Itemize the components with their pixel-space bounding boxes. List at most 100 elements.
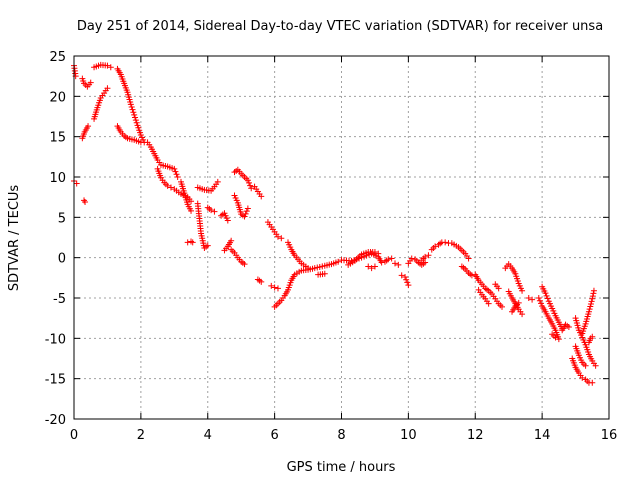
data-point [442, 239, 449, 246]
grid-lines [74, 56, 609, 419]
data-point [321, 270, 328, 277]
data-point [335, 258, 342, 265]
data-point [579, 374, 586, 381]
data-point [385, 256, 392, 263]
data-point [388, 255, 395, 262]
data-point [242, 210, 249, 217]
x-tick-label: 12 [467, 428, 484, 443]
data-point [173, 171, 180, 178]
y-tick-label: -5 [53, 292, 66, 307]
data-points [71, 61, 599, 386]
data-point [258, 278, 265, 285]
x-axis-label: GPS time / hours [287, 460, 396, 475]
data-point [587, 300, 594, 307]
data-point [592, 362, 599, 369]
data-point [171, 165, 178, 172]
data-point [214, 178, 221, 185]
x-tick-label: 8 [337, 428, 345, 443]
y-tick-label: -10 [45, 332, 66, 347]
data-point [542, 290, 549, 297]
data-point [525, 295, 532, 301]
data-point [85, 123, 92, 130]
x-tick-label: 10 [400, 428, 417, 443]
y-axis-label: SDTVAR / TECUs [7, 185, 22, 292]
x-tick-label: 4 [204, 428, 212, 443]
data-point [172, 168, 179, 175]
data-point [402, 274, 409, 281]
data-point [398, 272, 405, 279]
data-point [585, 308, 592, 315]
tick-labels: 0 2 4 6 8 10 12 14 16 -20 -15 -10 -5 0 5 10 15 20 25 [45, 50, 618, 443]
data-point [589, 379, 596, 386]
data-point [589, 333, 596, 340]
data-point [565, 324, 572, 331]
data-point [245, 179, 252, 186]
data-point [271, 284, 278, 291]
data-point [311, 265, 318, 272]
data-point [405, 282, 412, 289]
data-point [465, 255, 472, 262]
data-point [228, 237, 235, 244]
data-point [404, 279, 411, 286]
data-point [244, 205, 251, 212]
data-point [495, 285, 502, 292]
data-point [248, 185, 255, 192]
data-point [278, 235, 285, 242]
data-point [587, 303, 594, 310]
y-tick-label: -20 [45, 413, 66, 428]
data-point [375, 250, 382, 257]
data-point [536, 297, 543, 304]
data-point [371, 263, 378, 270]
data-point [422, 259, 429, 266]
y-tick-label: 5 [58, 211, 66, 226]
data-point [425, 252, 432, 259]
data-point [274, 285, 281, 292]
data-point [164, 182, 171, 189]
data-point [104, 85, 111, 92]
data-point [133, 119, 140, 126]
data-point [589, 295, 596, 302]
data-point [535, 295, 542, 301]
data-point [268, 282, 275, 289]
data-point [378, 259, 385, 266]
data-point [129, 106, 136, 113]
y-tick-label: 15 [49, 131, 66, 146]
data-point [104, 62, 111, 69]
x-tick-label: 16 [601, 428, 618, 443]
data-point [243, 208, 250, 215]
data-point [224, 217, 231, 224]
data-point [529, 296, 536, 303]
data-point [247, 182, 254, 189]
data-point [131, 111, 138, 118]
data-point [107, 64, 114, 71]
data-point [132, 114, 139, 121]
data-point [73, 180, 80, 187]
data-point [211, 208, 218, 215]
data-point [82, 199, 89, 206]
data-point [582, 362, 589, 369]
data-point [408, 255, 415, 262]
data-point [305, 265, 312, 272]
y-tick-label: 25 [49, 50, 66, 65]
data-point [468, 272, 475, 279]
data-point [371, 249, 378, 256]
data-point [519, 311, 526, 318]
x-tick-label: 6 [270, 428, 278, 443]
data-point [519, 287, 526, 294]
data-point [208, 207, 215, 214]
data-point [127, 101, 134, 108]
data-point [590, 290, 597, 297]
data-point [552, 334, 559, 341]
data-point [132, 117, 139, 124]
x-tick-label: 0 [70, 428, 78, 443]
data-point [241, 261, 248, 268]
data-point [274, 233, 281, 240]
data-point [365, 263, 372, 270]
data-point [188, 198, 195, 205]
data-point [319, 263, 326, 270]
data-point [544, 295, 551, 302]
data-point [403, 276, 410, 283]
data-point [258, 193, 265, 200]
data-point [589, 293, 596, 300]
